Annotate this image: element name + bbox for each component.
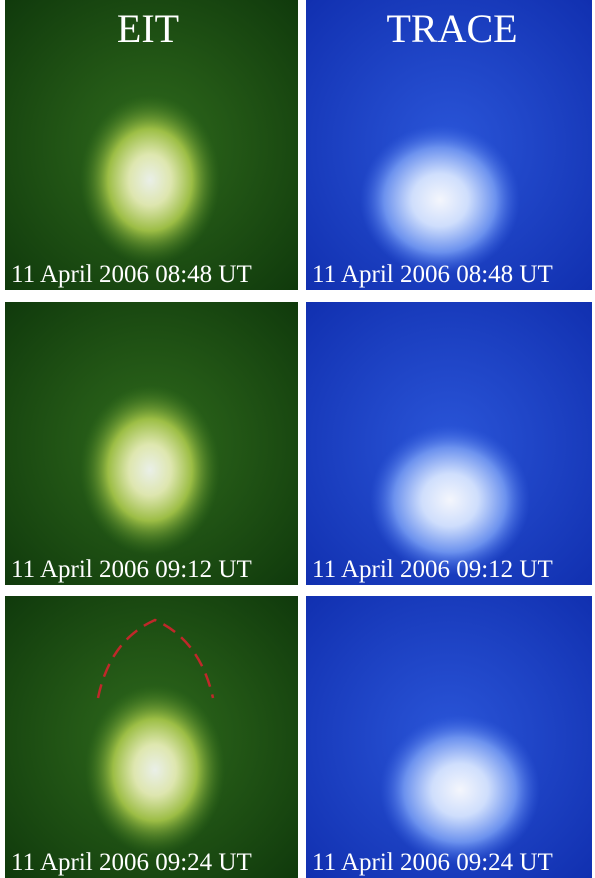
timestamp: 11 April 2006 08:48 UT [11, 261, 252, 288]
timestamp: 11 April 2006 09:12 UT [312, 556, 553, 583]
timestamp: 11 April 2006 09:12 UT [11, 556, 252, 583]
trace-glow [360, 125, 520, 275]
figure: 11 April 2006 08:48 UT 11 April 2006 08:4… [0, 0, 595, 878]
timestamp: 11 April 2006 09:24 UT [312, 849, 553, 876]
eit-glow [85, 685, 225, 855]
trace-glow [370, 425, 530, 575]
eit-glow [80, 385, 220, 555]
column-header: TRACE [386, 6, 517, 51]
timestamp: 11 April 2006 08:48 UT [312, 261, 553, 288]
column-header: EIT [117, 6, 179, 51]
timestamp: 11 April 2006 09:24 UT [11, 849, 252, 876]
eit-glow [80, 95, 220, 265]
trace-glow [380, 715, 540, 865]
